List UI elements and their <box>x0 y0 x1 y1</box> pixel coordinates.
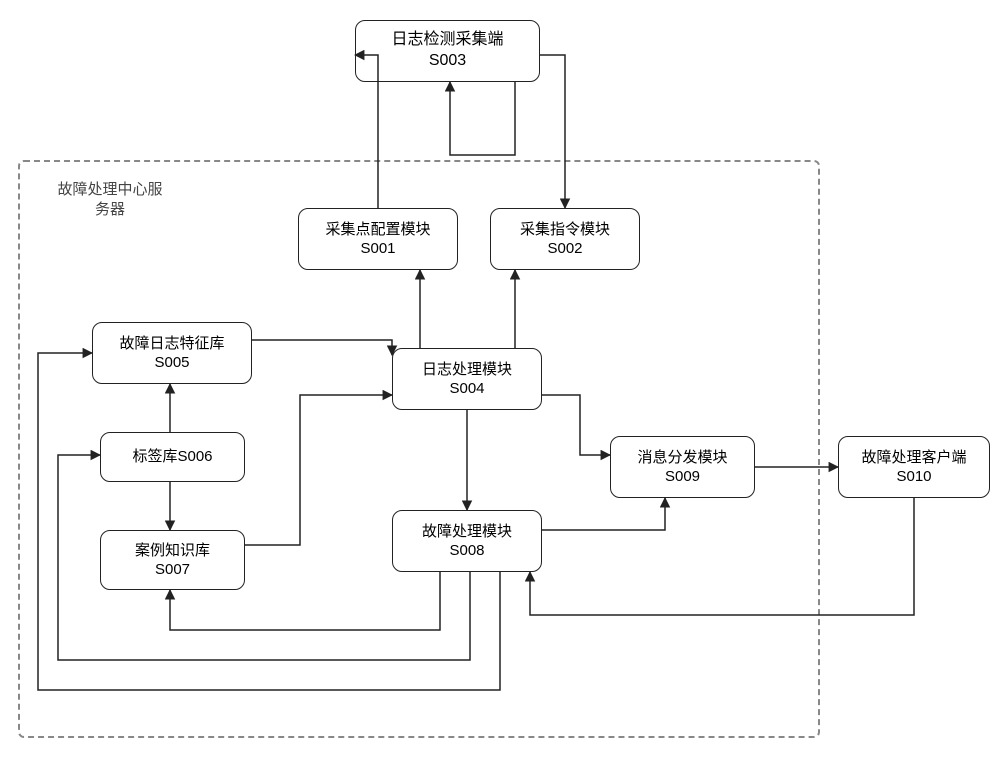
node-s002-title: 采集指令模块 <box>520 220 610 240</box>
server-label-line1: 故障处理中心服 <box>57 181 162 198</box>
node-s009-code: S009 <box>665 467 700 487</box>
node-s005-code: S005 <box>154 353 189 373</box>
node-s005-title: 故障日志特征库 <box>119 334 224 354</box>
node-s006: 标签库S006 <box>100 432 245 482</box>
node-s002: 采集指令模块 S002 <box>490 208 640 270</box>
node-s004-code: S004 <box>449 379 484 399</box>
node-s008: 故障处理模块 S008 <box>392 510 542 572</box>
node-s010: 故障处理客户端 S010 <box>838 436 990 498</box>
node-s004-title: 日志处理模块 <box>422 360 512 380</box>
edge-s002-s003 <box>450 82 515 155</box>
node-s001-title: 采集点配置模块 <box>325 220 430 240</box>
server-label-line2: 务器 <box>95 201 125 218</box>
node-s008-title: 故障处理模块 <box>422 522 512 542</box>
node-s003-code: S003 <box>429 51 466 72</box>
node-s009-title: 消息分发模块 <box>637 448 727 468</box>
node-s010-code: S010 <box>896 467 931 487</box>
node-s010-title: 故障处理客户端 <box>861 448 966 468</box>
server-container-label: 故障处理中心服 务器 <box>35 180 185 219</box>
node-s007: 案例知识库 S007 <box>100 530 245 590</box>
node-s007-title: 案例知识库 <box>135 541 210 561</box>
node-s006-title: 标签库S006 <box>132 447 212 467</box>
node-s005: 故障日志特征库 S005 <box>92 322 252 384</box>
node-s009: 消息分发模块 S009 <box>610 436 755 498</box>
node-s007-code: S007 <box>155 560 190 580</box>
node-s001-code: S001 <box>360 239 395 259</box>
node-s002-code: S002 <box>547 239 582 259</box>
node-s004: 日志处理模块 S004 <box>392 348 542 410</box>
node-s003: 日志检测采集端 S003 <box>355 20 540 82</box>
node-s008-code: S008 <box>449 541 484 561</box>
diagram-canvas: 故障处理中心服 务器 日志检测采集端 S003 采集点配置模块 S001 采集指… <box>0 0 1000 766</box>
node-s001: 采集点配置模块 S001 <box>298 208 458 270</box>
node-s003-title: 日志检测采集端 <box>391 30 503 51</box>
